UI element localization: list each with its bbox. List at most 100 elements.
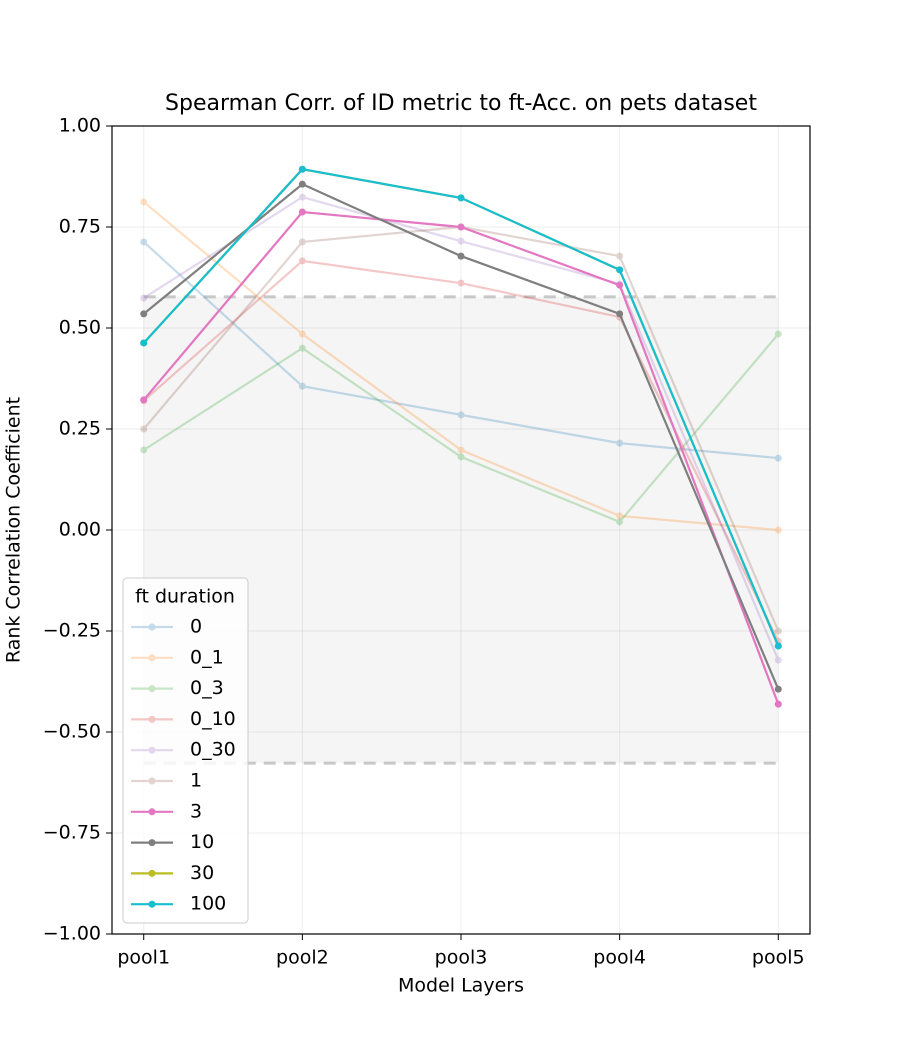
legend-marker (148, 685, 156, 693)
marker (298, 180, 306, 188)
legend-item (131, 869, 173, 877)
marker (457, 223, 465, 231)
marker (774, 454, 782, 462)
marker (140, 425, 148, 433)
marker (140, 310, 148, 318)
series (140, 165, 782, 650)
series (140, 198, 782, 534)
marker (457, 194, 465, 202)
marker (298, 193, 306, 201)
legend-marker (148, 777, 156, 785)
marker (457, 453, 465, 461)
legend-item (131, 623, 173, 631)
legend-item (131, 839, 173, 847)
x-axis-label: Model Layers (398, 975, 524, 997)
legend-label: 0_3 (190, 677, 224, 699)
legend-label: 0 (190, 616, 202, 638)
x-tick-label: pool5 (752, 947, 805, 969)
marker (616, 518, 624, 526)
marker (298, 330, 306, 338)
x-tick-label: pool3 (435, 947, 488, 969)
marker (616, 439, 624, 447)
x-tick-label: pool1 (117, 947, 170, 969)
marker (457, 446, 465, 454)
marker (457, 411, 465, 419)
line (142, 241, 779, 460)
legend-label: 3 (190, 800, 202, 822)
y-tick-label: −0.75 (43, 822, 101, 844)
legend-label: 0_10 (190, 708, 236, 730)
marker (616, 266, 624, 274)
marker (298, 257, 306, 265)
legend-marker (148, 839, 156, 847)
legend-item (131, 746, 173, 754)
y-tick-label: −1.00 (43, 923, 101, 945)
y-tick-label: 0.25 (59, 418, 101, 440)
marker (457, 237, 465, 245)
line (143, 195, 780, 661)
plot-frame (111, 125, 811, 935)
marker (140, 396, 148, 404)
legend-label: 0_30 (190, 739, 236, 761)
legend-marker (148, 715, 156, 723)
marker (616, 252, 624, 260)
legend-label: 1 (190, 770, 202, 792)
marker (298, 165, 306, 173)
legend-box (122, 577, 249, 924)
marker (774, 330, 782, 338)
legend-marker (148, 900, 156, 908)
y-tick-label: −0.50 (43, 721, 101, 743)
marker (298, 344, 306, 352)
x-tick-label: pool4 (593, 947, 646, 969)
legend-label: 10 (190, 831, 214, 853)
marker (457, 252, 465, 260)
marker (140, 446, 148, 454)
marker (298, 238, 306, 246)
legend-item (131, 654, 173, 662)
band (143, 296, 779, 764)
y-tick-label: 1.00 (59, 115, 101, 137)
line (143, 333, 780, 524)
marker (774, 700, 782, 708)
marker (140, 198, 148, 206)
marker (774, 685, 782, 693)
series (140, 238, 782, 462)
marker (616, 512, 624, 520)
legend-marker (148, 654, 156, 662)
marker (774, 642, 782, 650)
legend-item (131, 715, 173, 723)
legend-label: 100 (190, 893, 226, 915)
legend-marker (148, 746, 156, 754)
chart-title: Spearman Corr. of ID metric to ft-Acc. o… (165, 91, 757, 116)
legend-marker (148, 869, 156, 877)
marker (616, 281, 624, 289)
x-tick-label: pool2 (276, 947, 329, 969)
line (143, 201, 779, 532)
marker (774, 627, 782, 635)
legend-item (131, 685, 173, 693)
series (140, 208, 782, 708)
series (140, 330, 782, 526)
legend-label: 0_1 (190, 646, 224, 668)
marker (774, 656, 782, 664)
legend-item (131, 777, 173, 785)
legend-marker (148, 808, 156, 816)
marker (457, 279, 465, 287)
y-tick-label: 0.75 (59, 216, 101, 238)
y-axis-label: Rank Correlation Coefficient (3, 397, 25, 663)
legend-label: 30 (190, 862, 214, 884)
legend-item (131, 808, 173, 816)
marker (140, 238, 148, 246)
marker (774, 526, 782, 534)
marker (140, 339, 148, 347)
marker (298, 208, 306, 216)
y-tick-label: 0.00 (59, 519, 101, 541)
y-tick-label: −0.25 (43, 620, 101, 642)
marker (616, 310, 624, 318)
marker (140, 294, 148, 302)
legend-title: ft duration (135, 586, 235, 608)
y-tick-label: 0.50 (59, 317, 101, 339)
legend-marker (148, 623, 156, 631)
marker (298, 382, 306, 390)
